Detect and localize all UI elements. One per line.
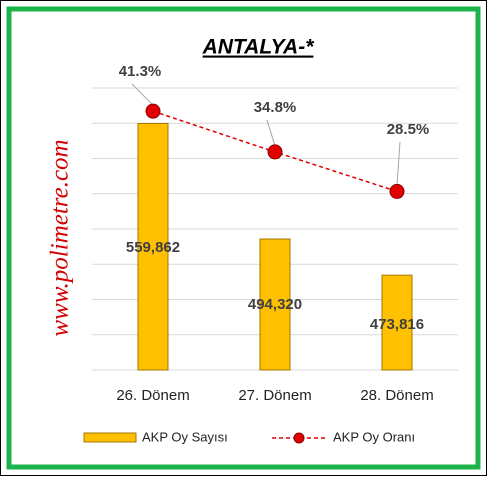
watermark: www.polimetre.com: [47, 139, 74, 336]
bar: [137, 122, 169, 371]
legend-label: AKP Oy Oranı: [333, 429, 415, 444]
x-tick-label: 27. Dönem: [238, 387, 311, 404]
data-label: 559,862: [126, 239, 180, 256]
data-label: 494,320: [248, 296, 302, 313]
data-label: 28.5%: [387, 121, 430, 138]
x-tick-label: 28. Dönem: [360, 387, 433, 404]
leader-line: [131, 83, 154, 106]
chart-border: [6, 6, 481, 470]
leader-line: [266, 119, 276, 147]
legend-swatch: [83, 432, 137, 443]
line-marker: [267, 144, 283, 160]
data-label: 34.8%: [254, 99, 297, 116]
data-label: 473,816: [370, 316, 424, 333]
bar: [381, 274, 413, 371]
leader-line: [396, 141, 401, 186]
line-marker: [389, 183, 405, 199]
line-marker: [145, 103, 161, 119]
legend-label: AKP Oy Sayısı: [142, 429, 228, 444]
legend-swatch: [293, 432, 305, 444]
chart-title: ANTALYA-*: [202, 36, 315, 59]
x-tick-label: 26. Dönem: [116, 387, 189, 404]
bar: [259, 238, 291, 371]
data-label: 41.3%: [119, 63, 162, 80]
